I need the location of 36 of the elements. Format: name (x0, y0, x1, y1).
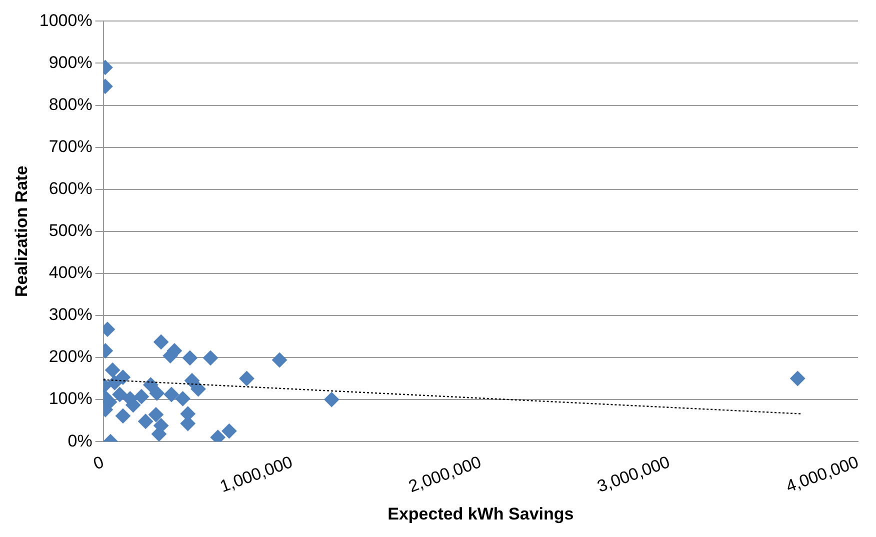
point (154, 334, 169, 350)
y-tick-label: 900% (48, 52, 92, 72)
y-tick-label: 0% (68, 431, 92, 450)
y-tick-label: 1000% (39, 10, 92, 30)
y-tick-label: 500% (48, 221, 92, 240)
point (143, 377, 158, 392)
point (190, 382, 206, 397)
point (222, 424, 237, 439)
y-tick-label: 100% (48, 389, 92, 408)
point (105, 362, 120, 378)
y-tick-label: 800% (48, 94, 92, 114)
point (115, 408, 130, 424)
y-tick-label: 300% (48, 305, 92, 324)
x-tick-label: 0 (90, 452, 106, 474)
point (324, 392, 340, 408)
point (184, 373, 200, 388)
point (151, 426, 166, 442)
y-axis-title: Realization Rate (12, 166, 31, 298)
point (112, 386, 128, 402)
point (134, 389, 149, 404)
point (272, 352, 288, 368)
y-tick-label: 400% (48, 263, 92, 282)
point (182, 350, 198, 366)
point (164, 386, 179, 402)
point (790, 371, 806, 386)
point (148, 407, 164, 422)
x-axis-title: Expected kWh Savings (388, 504, 574, 524)
point (107, 375, 122, 390)
point (202, 350, 218, 366)
point (149, 386, 164, 401)
y-tick-label: 600% (48, 179, 92, 198)
point (239, 371, 254, 386)
y-tick-label: 200% (48, 347, 92, 366)
point (138, 414, 154, 429)
point (175, 391, 190, 406)
y-tick-label: 700% (48, 136, 92, 156)
